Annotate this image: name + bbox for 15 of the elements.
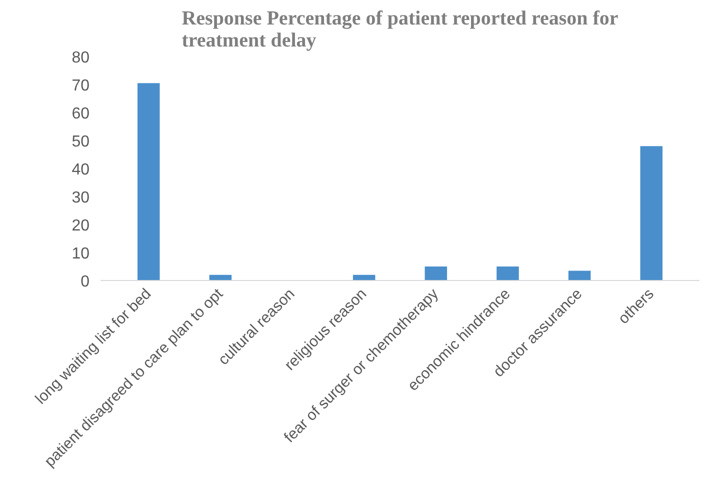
bar [568, 270, 591, 280]
chart-title: Response Percentage of patient reported reason for treatment delay [182, 8, 618, 52]
y-tick-label: 70 [72, 78, 90, 94]
y-tick-label: 50 [72, 134, 90, 150]
y-tick-label: 30 [72, 190, 90, 206]
y-tick-label: 60 [72, 106, 90, 122]
y-tick-label: 40 [72, 162, 90, 178]
bar [496, 266, 519, 280]
bar [640, 146, 663, 280]
y-tick-label: 0 [80, 274, 90, 290]
y-tick-label: 20 [72, 218, 90, 234]
y-tick-label: 80 [72, 50, 90, 66]
bar [424, 266, 448, 280]
y-tick-label: 10 [72, 246, 90, 262]
bar [137, 83, 160, 280]
